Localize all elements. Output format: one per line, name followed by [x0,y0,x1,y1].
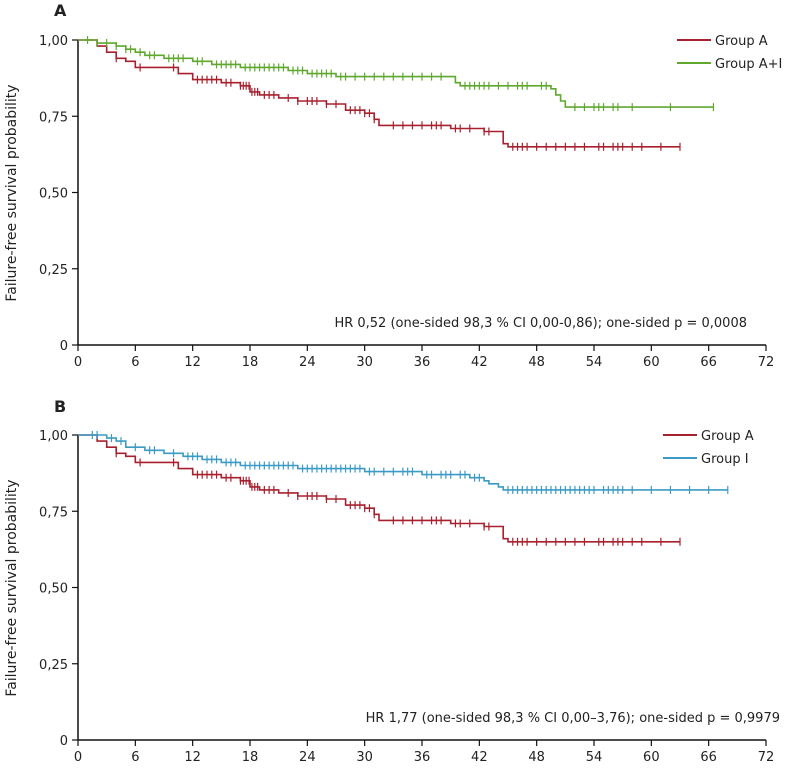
y-ticks: 0 0,25 0,50 0,75 1,00 [39,34,78,354]
panel-label: A [54,1,67,20]
y-tick-label: 1,00 [39,34,68,49]
x-tick-label: 72 [758,750,775,765]
x-ticks: 0 6 12 18 24 30 36 42 48 54 60 66 72 [74,345,774,370]
legend: Group A Group A+I [677,34,782,72]
legend-label-group-a: Group A [715,34,768,49]
panel-a: A Failure-free survival probability 0 6 12… [4,1,782,370]
y-tick-label: 0 [60,339,68,354]
x-tick-label: 48 [528,355,545,370]
x-tick-label: 36 [414,750,431,765]
x-tick-label: 30 [356,750,373,765]
x-tick-label: 42 [471,355,488,370]
legend-label-group-i: Group I [701,452,749,467]
series-line-group-a [78,434,680,543]
y-axis-label: Failure-free survival probability [4,479,20,696]
x-tick-label: 12 [184,750,201,765]
x-tick-label: 30 [356,355,373,370]
x-tick-label: 66 [700,750,717,765]
x-tick-label: 18 [242,355,259,370]
series-line-group-a-i [78,39,714,108]
x-ticks: 0 6 12 18 24 30 36 42 48 54 60 66 72 [74,740,774,765]
series-layer [78,36,715,151]
legend-label-group-a-i: Group A+I [715,57,782,72]
y-tick-label: 0 [60,734,68,749]
y-axis-label: Failure-free survival probability [4,84,20,301]
series-layer [78,431,729,546]
x-tick-label: 60 [643,355,660,370]
x-tick-label: 18 [242,750,259,765]
y-tick-label: 0,25 [39,658,68,673]
x-tick-label: 24 [299,355,316,370]
x-tick-label: 54 [586,750,603,765]
x-tick-label: 72 [758,355,775,370]
x-tick-label: 42 [471,750,488,765]
series-line-group-i [78,434,728,491]
x-tick-label: 66 [700,355,717,370]
legend-label-group-a: Group A [701,429,754,444]
x-tick-label: 54 [586,355,603,370]
x-tick-label: 24 [299,750,316,765]
y-tick-label: 0,50 [39,582,68,597]
legend: Group A Group I [663,429,754,467]
x-tick-label: 0 [74,355,82,370]
x-tick-label: 12 [184,355,201,370]
panel-label: B [54,397,66,416]
x-tick-label: 0 [74,750,82,765]
y-tick-label: 0,25 [39,263,68,278]
panel-b: B Failure-free survival probability 0 6 12… [4,397,780,765]
x-tick-label: 6 [131,750,139,765]
y-tick-label: 0,75 [39,110,68,125]
y-tick-label: 0,75 [39,505,68,520]
x-tick-label: 36 [414,355,431,370]
x-tick-label: 48 [528,750,545,765]
y-tick-label: 0,50 [39,187,68,202]
y-ticks: 0 0,25 0,50 0,75 1,00 [39,429,78,749]
series-line-group-a [78,39,680,148]
y-tick-label: 1,00 [39,429,68,444]
hazard-ratio-annotation: HR 0,52 (one-sided 98,3 % CI 0,00-0,86);… [334,316,747,331]
hazard-ratio-annotation: HR 1,77 (one-sided 98,3 % CI 0,00–3,76);… [366,711,780,726]
x-tick-label: 6 [131,355,139,370]
x-tick-label: 60 [643,750,660,765]
